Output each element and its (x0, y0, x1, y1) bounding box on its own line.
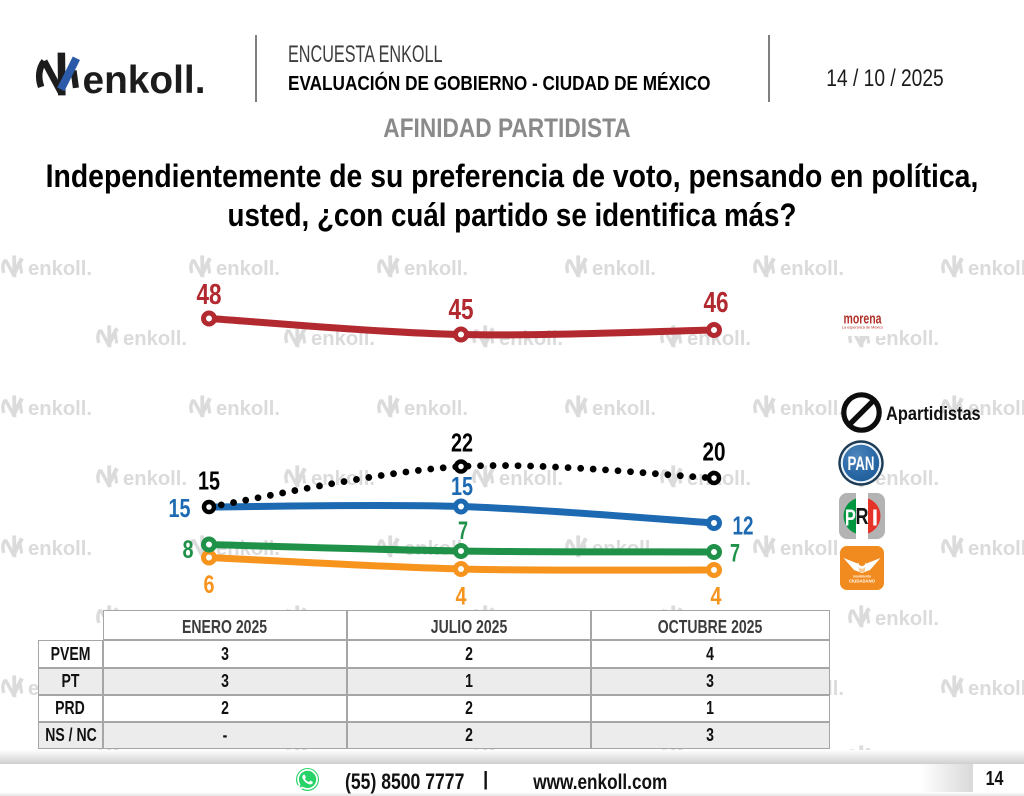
svg-text:movimiento: movimiento (853, 575, 871, 579)
svg-text:PAN: PAN (848, 453, 875, 475)
svg-text:15: 15 (451, 471, 473, 501)
svg-text:morena: morena (844, 312, 883, 328)
svg-text:CIUDADANO: CIUDADANO (849, 579, 875, 585)
svg-text:4: 4 (456, 583, 467, 611)
svg-text:7: 7 (458, 517, 468, 545)
svg-text:6: 6 (204, 571, 215, 599)
svg-text:46: 46 (704, 287, 729, 319)
svg-text:P: P (845, 505, 856, 531)
svg-text:15: 15 (169, 493, 191, 523)
svg-text:8: 8 (183, 536, 194, 564)
svg-text:12: 12 (733, 511, 754, 541)
svg-text:15: 15 (198, 466, 220, 496)
svg-text:22: 22 (451, 428, 473, 458)
svg-text:enkoll.: enkoll. (83, 59, 206, 101)
svg-text:20: 20 (703, 437, 726, 467)
svg-text:4: 4 (711, 583, 722, 611)
svg-text:I: I (872, 505, 878, 531)
svg-text:48: 48 (197, 279, 222, 311)
svg-text:7: 7 (730, 540, 740, 568)
svg-text:R: R (856, 503, 869, 529)
svg-text:La esperanza de México: La esperanza de México (842, 325, 883, 329)
svg-text:45: 45 (449, 294, 474, 326)
